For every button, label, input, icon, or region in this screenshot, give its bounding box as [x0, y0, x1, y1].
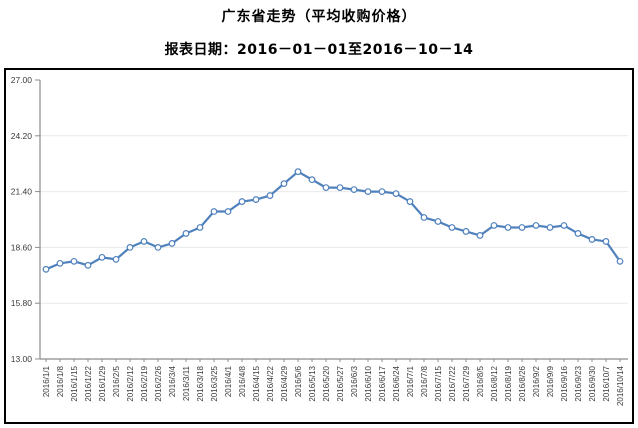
data-point-marker	[602, 238, 610, 245]
y-axis-label: 18.60	[11, 242, 33, 252]
data-point-marker	[546, 224, 554, 231]
data-point-marker	[84, 261, 92, 269]
x-axis-label: 2016/3/25	[210, 365, 219, 401]
x-axis-label: 2016/10/14	[616, 365, 625, 406]
data-point-marker	[336, 184, 344, 192]
x-axis-label: 2016/4/8	[238, 365, 247, 397]
data-point-marker	[560, 222, 568, 229]
x-axis-label: 2016/1/29	[98, 365, 107, 401]
data-point-marker	[308, 176, 316, 184]
data-point-marker	[518, 224, 526, 231]
data-point-marker	[154, 243, 162, 251]
data-point-marker	[56, 259, 64, 267]
x-axis-label: 2016/1/1	[42, 365, 51, 397]
y-axis-label: 21.40	[11, 187, 33, 197]
x-axis-label: 2016/8/26	[518, 365, 527, 401]
data-point-marker	[448, 224, 456, 231]
data-point-marker	[406, 198, 414, 205]
price-trend-line	[44, 170, 622, 271]
report-date-subtitle: 报表日期：2016－01－01至2016－10－14	[164, 42, 474, 58]
data-point-marker	[294, 168, 302, 176]
data-point-marker	[616, 257, 624, 265]
data-point-marker	[350, 186, 358, 194]
x-axis-label: 2016/3/18	[196, 365, 205, 401]
x-axis-label: 2016/9/9	[546, 365, 555, 397]
x-axis-label: 2016/6/24	[392, 365, 401, 401]
x-axis-label: 2016/4/22	[266, 365, 275, 401]
x-axis-label: 2016/6/10	[364, 365, 373, 401]
x-axis-label: 2016/8/5	[476, 365, 485, 397]
y-axis-label: 13.00	[11, 354, 33, 364]
x-axis-label: 2016/3/11	[182, 365, 191, 401]
x-axis-label: 2016/1/22	[84, 365, 93, 401]
data-point-marker	[532, 222, 540, 229]
data-point-marker	[224, 208, 232, 215]
x-axis-label: 2016/4/29	[280, 365, 289, 401]
data-point-marker	[98, 253, 106, 261]
data-point-marker	[504, 224, 512, 231]
data-point-marker	[182, 230, 190, 237]
x-axis-label: 2016/7/1	[406, 365, 415, 397]
y-axis-label: 15.80	[11, 298, 33, 308]
data-point-marker	[126, 243, 134, 251]
x-axis-label: 2016/9/2	[532, 365, 541, 397]
data-point-marker	[322, 184, 330, 192]
x-axis-label: 2016/7/15	[434, 365, 443, 401]
data-point-marker	[490, 222, 498, 229]
data-point-marker	[210, 208, 218, 215]
data-point-marker	[42, 265, 50, 273]
x-axis-label: 2016/5/20	[322, 365, 331, 401]
x-axis-label: 2016/4/1	[224, 365, 233, 397]
x-axis-label: 2016/8/12	[490, 365, 499, 401]
x-axis-label: 2016/9/23	[574, 365, 583, 401]
data-point-marker	[574, 230, 582, 237]
data-point-marker	[266, 192, 274, 199]
data-point-marker	[238, 198, 246, 205]
x-axis-label: 2016/5/27	[336, 365, 345, 401]
data-point-marker	[252, 196, 260, 203]
line-chart-canvas: 27.00 24.20 21.40 18.60 15.80 13.00 2016/1/1 20…	[11, 75, 628, 406]
x-axis-label: 2016/8/19	[504, 365, 513, 401]
x-axis-label: 2016/2/19	[140, 365, 149, 401]
x-axis-label: 2016/1/8	[56, 365, 65, 397]
data-point-marker	[168, 240, 176, 247]
data-point-marker	[588, 236, 596, 243]
chart-area: 27.00 24.20 21.40 18.60 15.80 13.00 2016/1/1 20…	[4, 68, 634, 424]
x-axis-label: 2016/2/12	[126, 365, 135, 401]
x-axis-label: 2016/4/15	[252, 365, 261, 401]
x-axis-label: 2016/2/5	[112, 365, 121, 397]
x-axis-label: 2016/6/3	[350, 365, 359, 397]
data-point-marker	[364, 188, 372, 195]
data-point-marker	[196, 224, 204, 231]
x-axis-label: 2016/10/7	[602, 365, 611, 401]
data-point-marker	[112, 255, 120, 263]
x-axis-label: 2016/7/8	[420, 365, 429, 397]
y-axis-label: 27.00	[11, 75, 33, 85]
x-axis-label: 2016/7/22	[448, 365, 457, 401]
data-point-marker	[392, 190, 400, 197]
x-axis-label: 2016/9/30	[588, 365, 597, 401]
x-axis-label: 2016/2/26	[154, 365, 163, 401]
chart-title: 广东省走势（平均收购价格）	[221, 9, 417, 25]
x-axis-label: 2016/5/6	[294, 365, 303, 397]
x-axis-label: 2016/7/29	[462, 365, 471, 401]
data-point-marker	[140, 238, 148, 245]
data-point-marker	[378, 188, 386, 195]
data-point-marker	[280, 180, 288, 188]
data-point-marker	[434, 218, 442, 225]
x-axis-label: 2016/5/13	[308, 365, 317, 401]
x-axis-label: 2016/6/17	[378, 365, 387, 401]
x-axis-label: 2016/3/4	[168, 365, 177, 397]
data-point-marker	[476, 232, 484, 239]
data-point-marker	[462, 228, 470, 235]
x-axis-label: 2016/9/16	[560, 365, 569, 401]
y-axis-label: 24.20	[11, 131, 33, 141]
x-axis-label: 2016/1/15	[70, 365, 79, 401]
data-point-marker	[420, 214, 428, 221]
data-point-marker	[70, 257, 78, 265]
